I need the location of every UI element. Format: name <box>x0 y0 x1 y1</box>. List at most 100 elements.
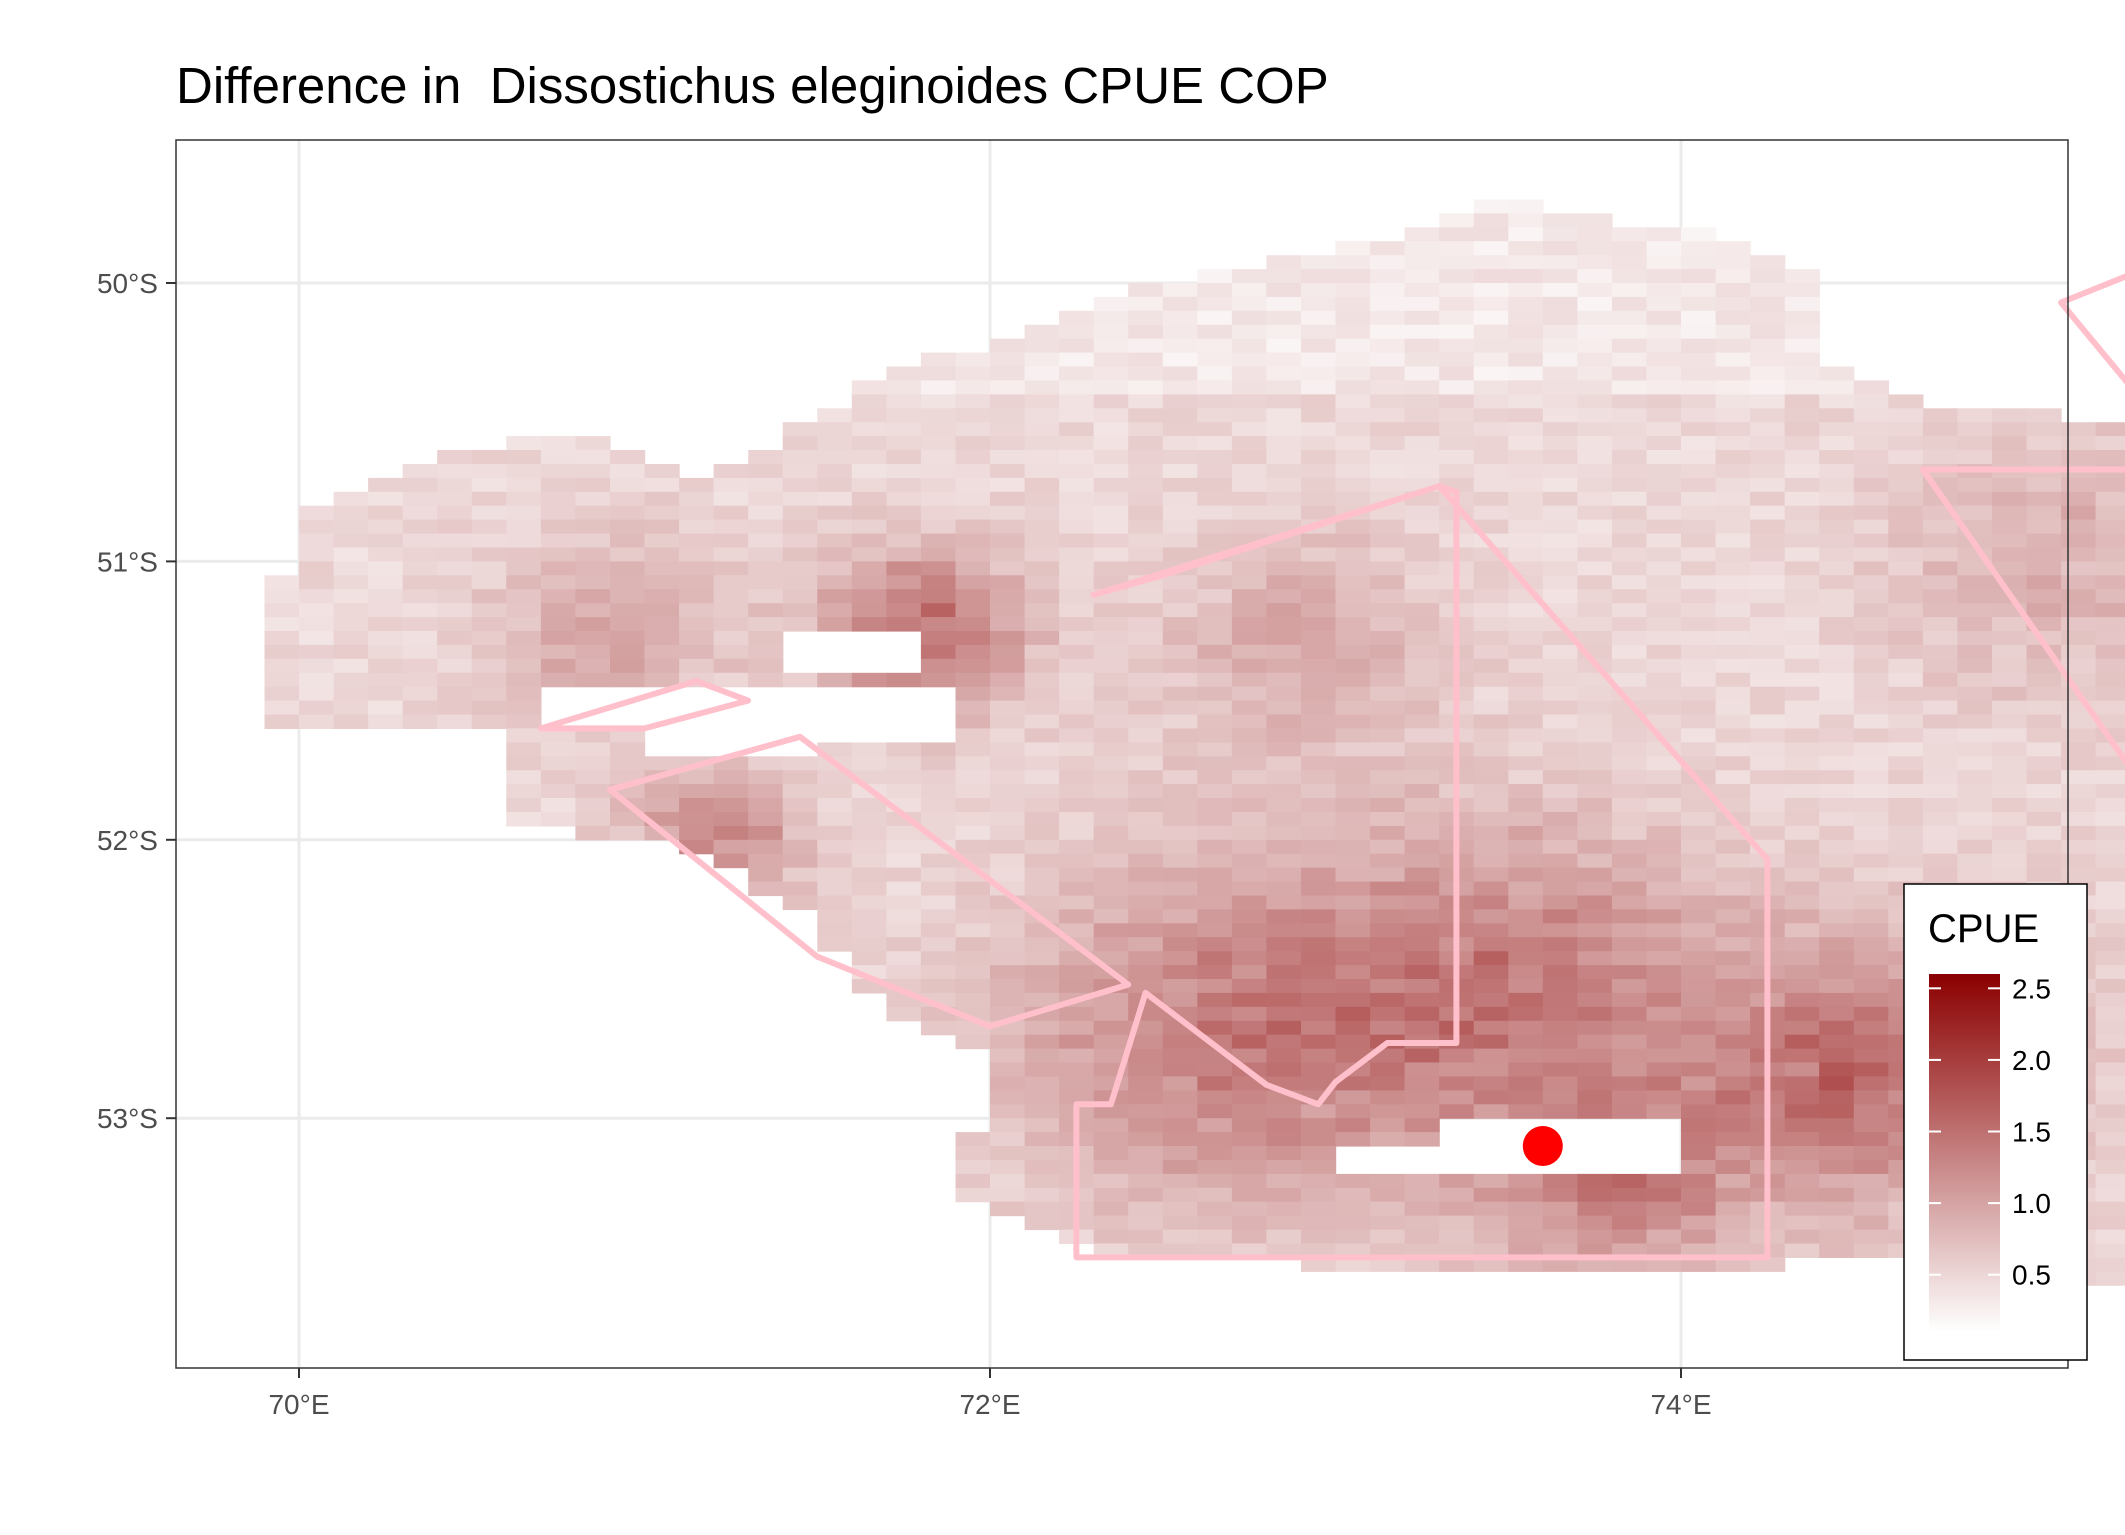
cpue-tile <box>990 672 1026 688</box>
cpue-tile <box>1404 979 1440 994</box>
cpue-tile <box>1059 603 1095 618</box>
cpue-tile <box>1024 394 1060 409</box>
cpue-tile <box>1611 422 1648 437</box>
cpue-tile <box>1370 1076 1406 1091</box>
cpue-tile <box>886 937 922 952</box>
cpue-tile <box>1301 631 1337 646</box>
cpue-tile <box>1957 714 1993 729</box>
cpue-tile <box>920 784 957 799</box>
cpue-tile <box>1508 1215 1544 1231</box>
cpue-tile <box>1370 867 1406 883</box>
cpue-tile <box>1370 477 1406 493</box>
cpue-tile <box>1093 992 1129 1008</box>
cpue-tile <box>1473 352 1509 368</box>
cpue-tile <box>1301 352 1337 368</box>
cpue-tile <box>1992 617 2028 632</box>
cpue-tile <box>1611 784 1648 799</box>
cpue-tile <box>299 505 335 521</box>
cpue-tile <box>886 965 922 980</box>
cpue-tile <box>1024 742 1060 757</box>
cpue-tile <box>990 1118 1026 1133</box>
cpue-tile <box>644 519 680 535</box>
cpue-tile <box>1646 324 1682 340</box>
cpue-tile <box>713 825 749 841</box>
cpue-tile <box>1611 839 1648 855</box>
cpue-tile <box>1611 394 1648 409</box>
cpue-tile <box>2095 505 2125 521</box>
cpue-tile <box>1888 686 1924 702</box>
cpue-tile <box>1335 450 1371 465</box>
cpue-tile <box>1819 979 1855 994</box>
cpue-tile <box>1819 1048 1855 1064</box>
cpue-tile <box>471 714 507 729</box>
cpue-tile <box>471 533 507 549</box>
cpue-tile <box>1577 1257 1613 1272</box>
cpue-tile <box>1853 1076 1889 1091</box>
cpue-tile <box>1439 255 1475 270</box>
cpue-tile <box>1681 547 1717 562</box>
cpue-tile <box>437 561 473 576</box>
cpue-tile <box>540 533 577 549</box>
cpue-tile <box>1715 909 1751 924</box>
cpue-tile <box>506 742 542 757</box>
cpue-tile <box>2095 1243 2125 1258</box>
cpue-tile <box>1439 380 1475 395</box>
cpue-tile <box>817 422 853 437</box>
cpue-tile <box>1473 853 1509 869</box>
cpue-tile <box>1819 422 1855 437</box>
cpue-tile <box>955 408 991 423</box>
cpue-tile <box>782 422 818 437</box>
cpue-tile <box>1577 436 1613 451</box>
cpue-tile <box>1473 1090 1509 1105</box>
cpue-tile <box>886 742 922 757</box>
cpue-tile <box>610 491 646 507</box>
cpue-tile <box>1266 631 1302 646</box>
cpue-tile <box>1128 742 1164 757</box>
cpue-tile <box>1681 491 1717 507</box>
cpue-tile <box>955 1173 991 1189</box>
cpue-tile <box>1681 825 1717 841</box>
cpue-tile <box>1301 269 1337 284</box>
cpue-tile <box>644 603 680 618</box>
cpue-tile <box>713 533 749 549</box>
cpue-tile <box>1024 505 1060 521</box>
cpue-tile <box>1301 422 1337 437</box>
cpue-tile <box>1266 923 1302 938</box>
cpue-tile <box>2095 1006 2125 1022</box>
cpue-tile <box>886 547 922 562</box>
cpue-tile <box>1577 853 1613 869</box>
cpue-tile <box>1162 909 1198 924</box>
cpue-tile <box>2095 784 2125 799</box>
cpue-tile <box>1370 1229 1406 1245</box>
cpue-tile <box>1957 436 1993 451</box>
cpue-tile <box>2095 1146 2125 1161</box>
cpue-tile <box>1093 784 1129 799</box>
cpue-tile <box>1957 408 1993 423</box>
cpue-tile <box>540 658 577 674</box>
cpue-tile <box>1231 519 1268 535</box>
cpue-tile <box>1646 770 1682 785</box>
cpue-tile <box>1819 380 1855 395</box>
cpue-tile <box>1888 867 1924 883</box>
cpue-tile <box>1957 839 1993 855</box>
cpue-tile <box>1681 1173 1717 1189</box>
cpue-tile <box>1162 1229 1198 1245</box>
cpue-tile <box>1508 923 1544 938</box>
cpue-tile <box>471 603 507 618</box>
cpue-tile <box>1059 505 1095 521</box>
cpue-tile <box>817 491 853 507</box>
cpue-tile <box>817 505 853 521</box>
cpue-tile <box>1819 1187 1855 1203</box>
cpue-tile <box>748 464 784 479</box>
cpue-tile <box>1473 241 1509 256</box>
cpue-tile <box>1335 895 1371 910</box>
cpue-tile <box>1681 923 1717 938</box>
cpue-tile <box>1473 1243 1509 1258</box>
cpue-tile <box>2026 728 2062 743</box>
cpue-tile <box>1266 603 1302 618</box>
cpue-tile <box>1439 338 1475 354</box>
cpue-tile <box>1335 1006 1371 1022</box>
cpue-tile <box>1335 714 1371 729</box>
cpue-tile <box>1024 1118 1060 1133</box>
